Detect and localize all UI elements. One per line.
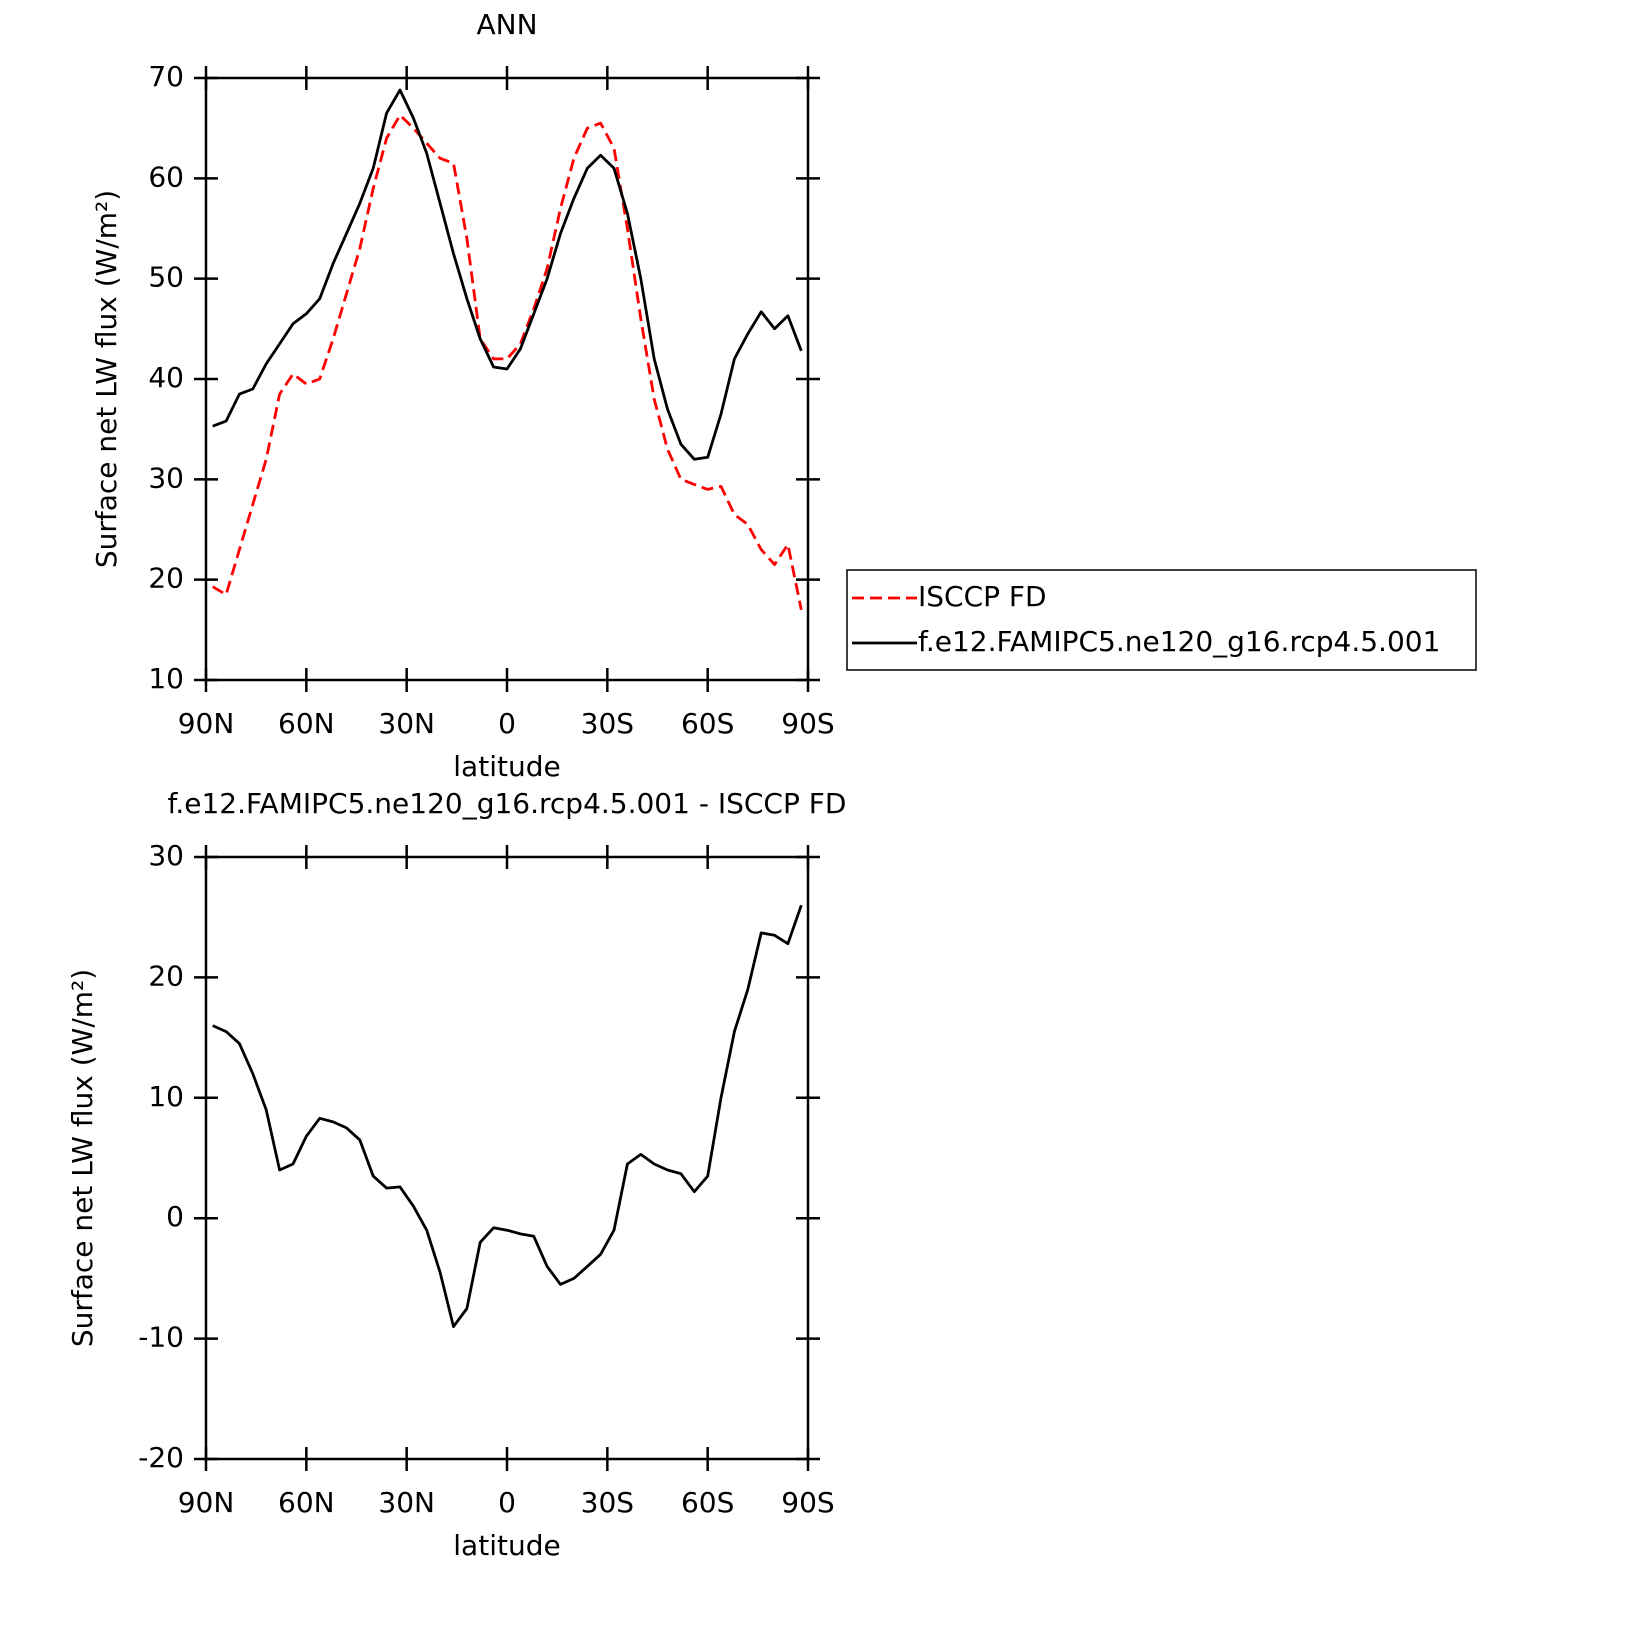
y-tick-label: 20 [148,562,184,595]
x-axis-label: latitude [453,750,560,783]
y-tick-label: 30 [148,461,184,494]
y-tick-label: 60 [148,160,184,193]
data-line [212,904,803,1328]
chart-title: ANN [476,8,537,41]
x-tick-label: 60N [278,1486,335,1519]
legend-box [846,569,1477,671]
y-tick-label: 30 [148,839,184,872]
y-tick-label: 20 [148,959,184,992]
data-line [211,113,803,611]
x-tick-label: 30N [378,707,435,740]
x-tick-label: 30S [581,1486,634,1519]
plot-frame [204,76,810,682]
y-tick-label: 0 [166,1200,184,1233]
x-tick-label: 0 [498,1486,516,1519]
y-tick-label: 40 [148,361,184,394]
x-tick-label: 30N [378,1486,435,1519]
x-tick-label: 60S [681,1486,734,1519]
chart-title: f.e12.FAMIPC5.ne120_g16.rcp4.5.001 - ISC… [168,787,847,820]
legend-label: ISCCP FD [918,580,1047,613]
x-tick-label: 60N [278,707,335,740]
y-tick-label: 50 [148,261,184,294]
legend-label: f.e12.FAMIPC5.ne120_g16.rcp4.5.001 [918,625,1440,658]
x-tick-label: 60S [681,707,734,740]
chart: ANN latitude Surface net LW flux (W/m²) 10 2… [90,8,1477,783]
x-axis-label: latitude [453,1529,560,1562]
y-axis-label: Surface net LW flux (W/m²) [90,190,123,568]
y-tick-label: 70 [148,60,184,93]
y-tick-label: 10 [148,662,184,695]
y-tick-label: -20 [138,1441,184,1474]
x-tick-label: 0 [498,707,516,740]
data-line [212,88,803,461]
y-axis-label: Surface net LW flux (W/m²) [66,969,99,1347]
x-tick-label: 30S [581,707,634,740]
x-tick-label: 90N [178,1486,235,1519]
x-tick-label: 90S [781,707,834,740]
x-tick-label: 90S [781,1486,834,1519]
x-tick-label: 90N [178,707,235,740]
y-tick-label: -10 [138,1321,184,1354]
y-tick-label: 10 [148,1080,184,1113]
chart: f.e12.FAMIPC5.ne120_g16.rcp4.5.001 - ISC… [66,787,846,1562]
